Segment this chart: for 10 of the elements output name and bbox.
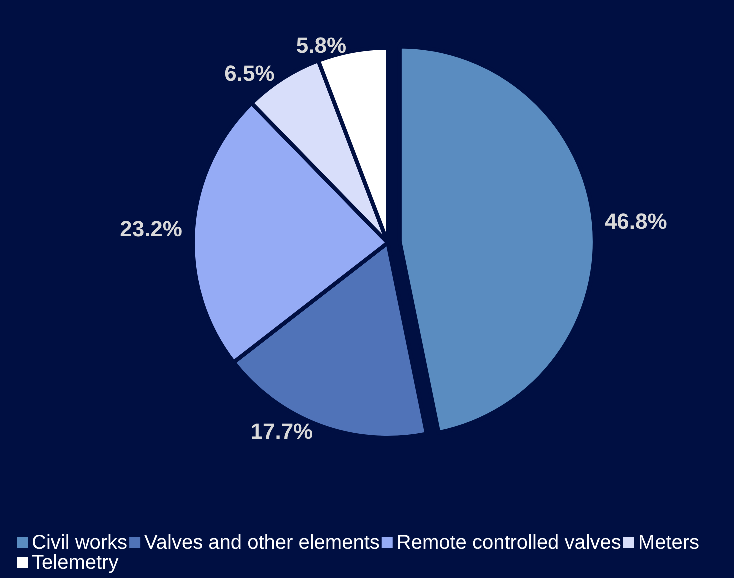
legend-label: Remote controlled valves [396, 532, 622, 554]
legend-label: Civil works [32, 532, 128, 554]
data-label: 23.2% [120, 216, 182, 242]
legend-label: Telemetry [32, 552, 119, 574]
data-label: 17.7% [250, 418, 314, 444]
data-label: 46.8% [604, 209, 668, 234]
data-label: 6.5% [224, 61, 275, 86]
legend-label: Meters [638, 532, 700, 554]
legend-label: Valves and other elements [144, 532, 380, 554]
data-label: 5.8% [296, 32, 347, 58]
